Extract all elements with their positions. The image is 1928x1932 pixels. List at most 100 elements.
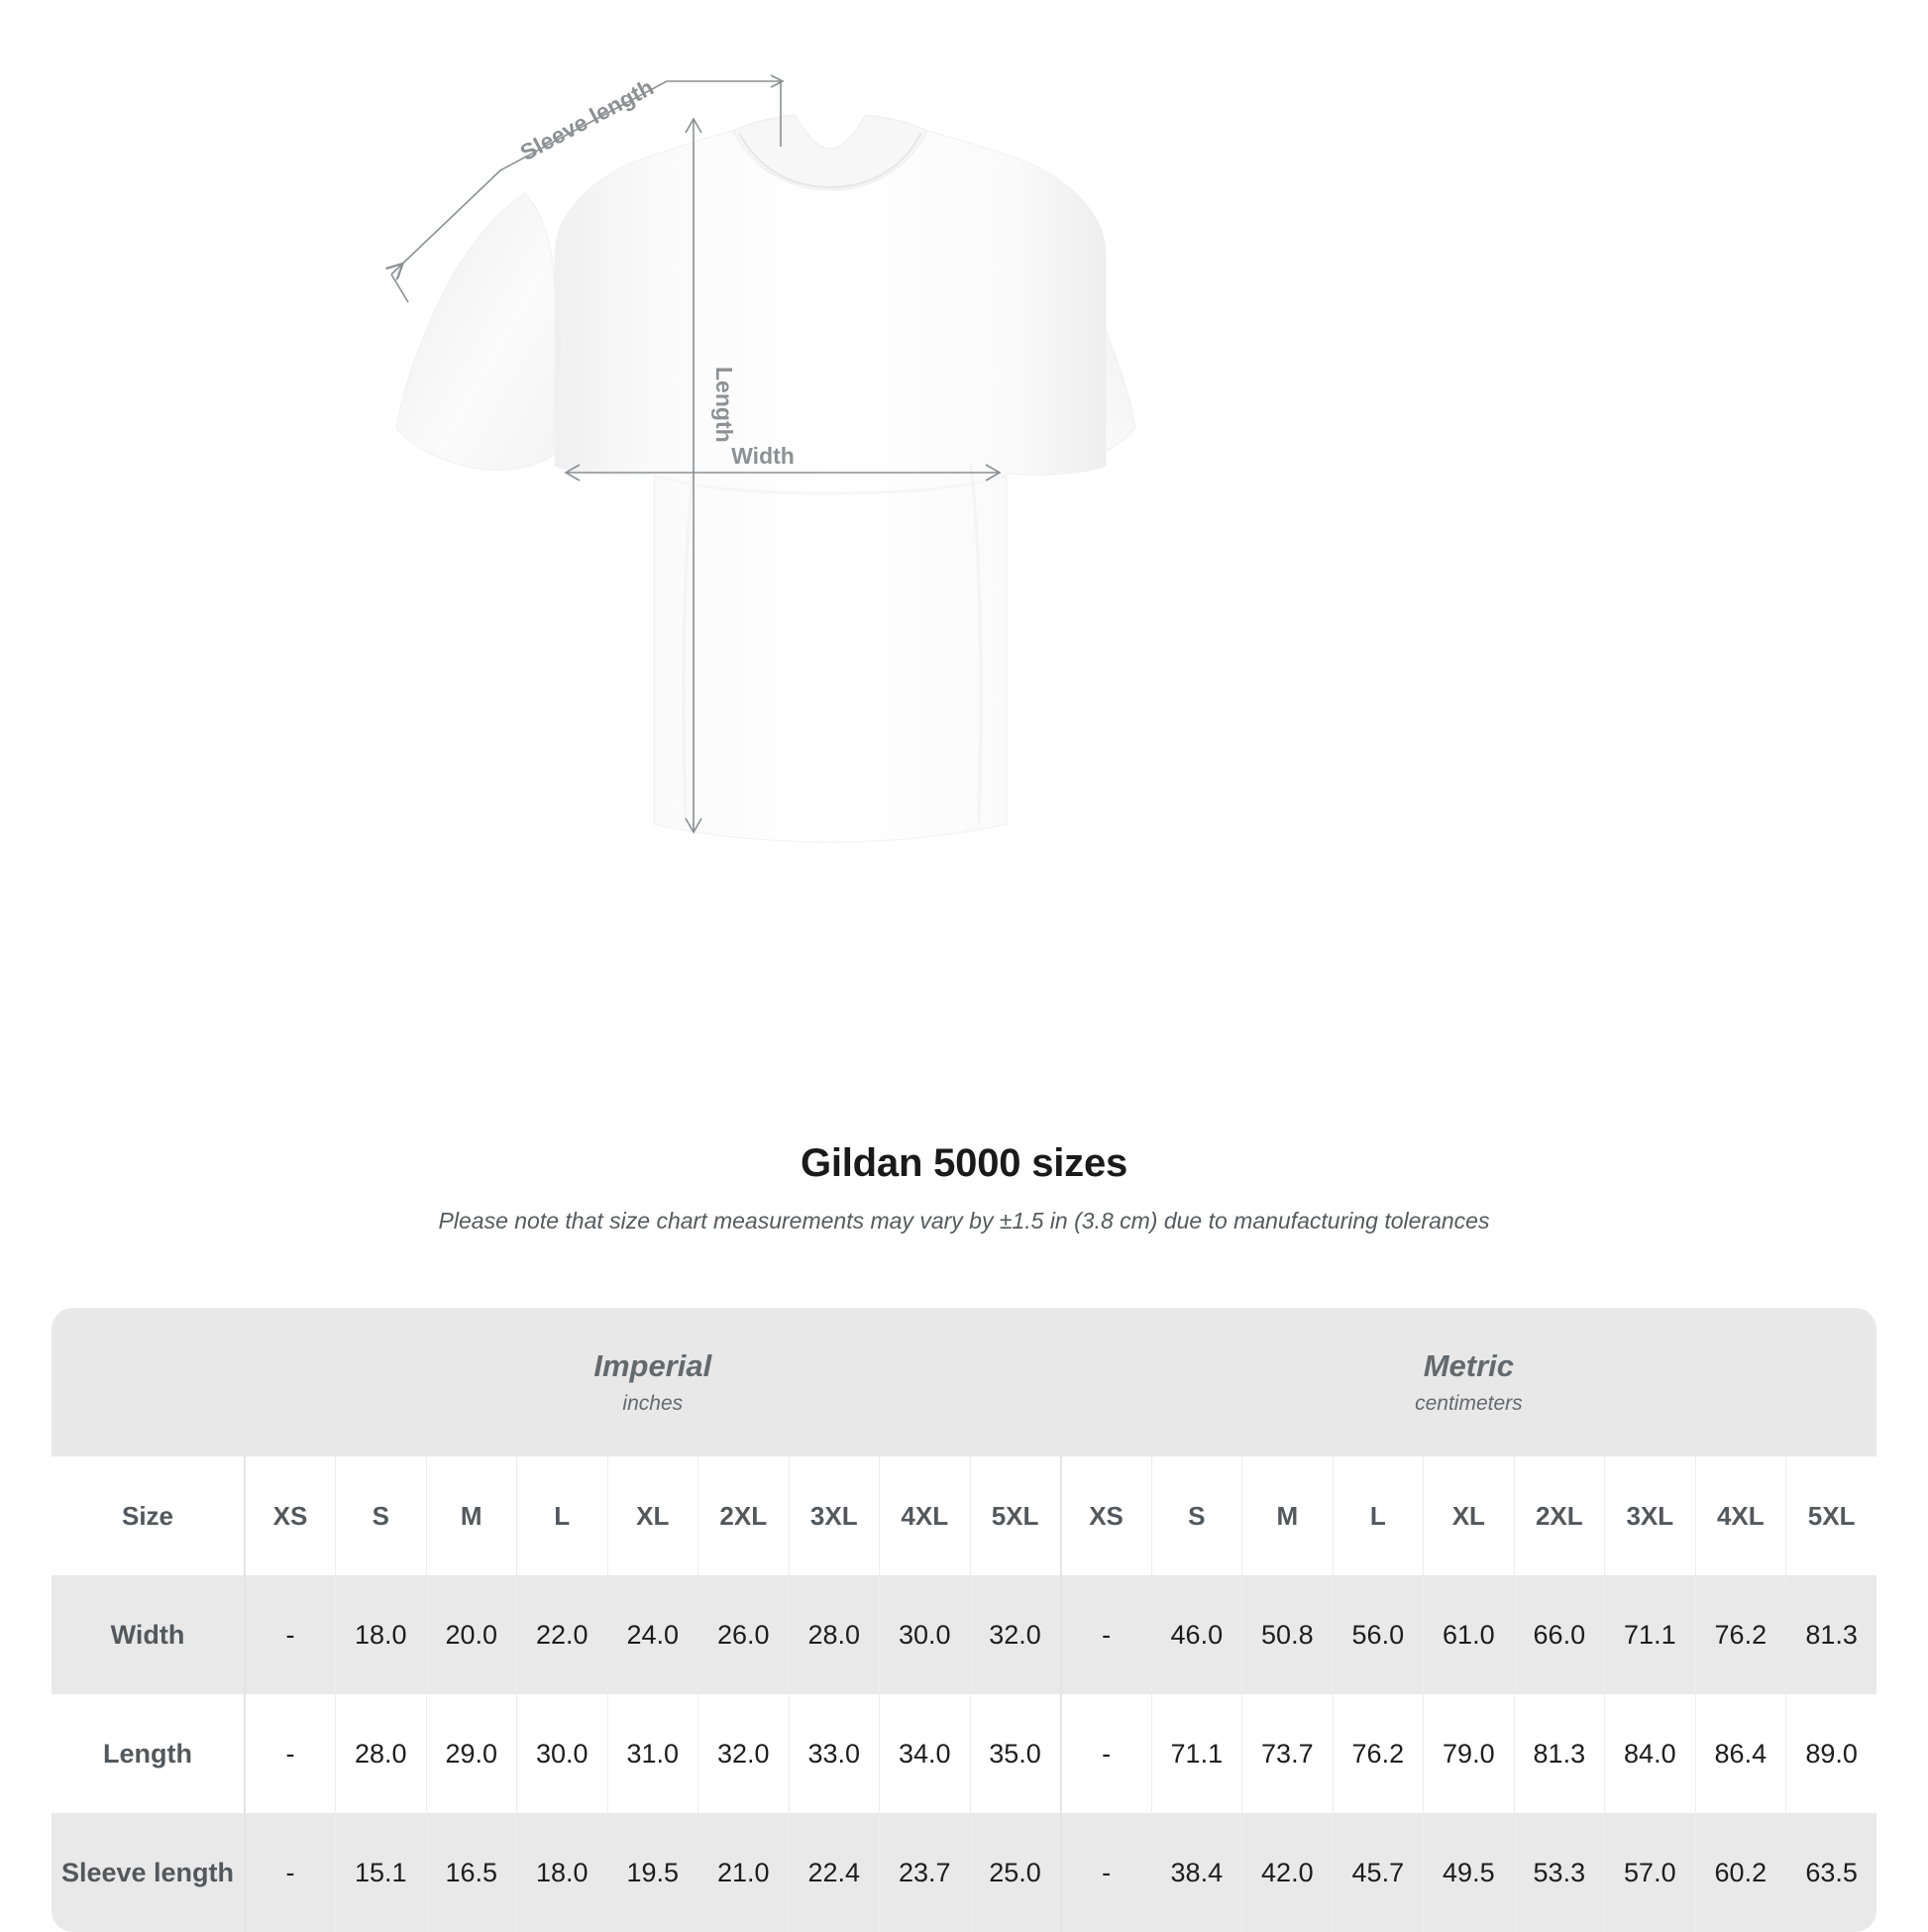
table-row-sleeve-length: Sleeve length - 15.1 16.5 18.0 19.5 21.0… — [52, 1813, 1876, 1932]
cell-sleeve-metric-4xl: 60.2 — [1694, 1813, 1786, 1932]
cell-sleeve-metric-2xl: 53.3 — [1513, 1813, 1605, 1932]
cell-width-imperial-xl: 24.0 — [606, 1575, 698, 1694]
chart-heading-block: Gildan 5000 sizes Please note that size … — [0, 1141, 1928, 1235]
cell-sleeve-imperial-m: 16.5 — [425, 1813, 517, 1932]
cell-length-imperial-2xl: 32.0 — [697, 1694, 789, 1813]
width-arrowhead-right — [985, 464, 1002, 482]
cell-width-imperial-2xl: 26.0 — [697, 1575, 789, 1694]
size-header-imperial-2xl: 2XL — [697, 1456, 789, 1575]
cell-sleeve-metric-m: 42.0 — [1241, 1813, 1334, 1932]
cell-width-imperial-5xl: 32.0 — [969, 1575, 1061, 1694]
cell-length-imperial-s: 28.0 — [335, 1694, 426, 1813]
cell-width-imperial-l: 22.0 — [516, 1575, 607, 1694]
cell-length-metric-xs: - — [1059, 1694, 1152, 1813]
size-table: Imperial inches Metric centimeters Size … — [52, 1308, 1876, 1932]
cell-length-metric-xl: 79.0 — [1423, 1694, 1515, 1813]
measurement-guides — [390, 74, 1002, 834]
unit-sub-metric: centimeters — [1415, 1391, 1523, 1415]
size-header-imperial-xs: XS — [244, 1456, 336, 1575]
width-label: Width — [731, 443, 795, 469]
tolerance-note: Please note that size chart measurements… — [438, 1208, 1490, 1234]
cell-width-imperial-m: 20.0 — [425, 1575, 517, 1694]
cell-length-metric-l: 76.2 — [1332, 1694, 1424, 1813]
size-header-metric-xl: XL — [1423, 1456, 1515, 1575]
table-row-width: Width - 18.0 20.0 22.0 24.0 26.0 28.0 30… — [52, 1575, 1876, 1694]
size-header-row: Size XS S M L XL 2XL 3XL 4XL 5XL XS S M … — [52, 1456, 1876, 1575]
cell-width-imperial-4xl: 30.0 — [879, 1575, 970, 1694]
cell-sleeve-metric-xs: - — [1059, 1813, 1152, 1932]
cell-width-metric-4xl: 76.2 — [1694, 1575, 1786, 1694]
length-arrowhead-bottom — [685, 817, 702, 834]
unit-header-spacer — [52, 1308, 245, 1456]
row-label-sleeve-length: Sleeve length — [52, 1813, 245, 1932]
size-header-imperial-5xl: 5XL — [969, 1456, 1061, 1575]
cell-length-metric-m: 73.7 — [1241, 1694, 1334, 1813]
cell-width-metric-3xl: 71.1 — [1604, 1575, 1696, 1694]
cell-sleeve-metric-l: 45.7 — [1332, 1813, 1424, 1932]
unit-header-imperial: Imperial inches — [245, 1308, 1061, 1456]
cell-length-imperial-xs: - — [244, 1694, 336, 1813]
cell-sleeve-imperial-2xl: 21.0 — [697, 1813, 789, 1932]
cell-width-imperial-s: 18.0 — [335, 1575, 426, 1694]
sleeve-length-label: Sleeve length — [516, 74, 658, 166]
cell-width-metric-xs: - — [1059, 1575, 1152, 1694]
cell-sleeve-imperial-xl: 19.5 — [606, 1813, 698, 1932]
cell-sleeve-metric-xl: 49.5 — [1423, 1813, 1515, 1932]
cell-sleeve-imperial-4xl: 23.7 — [879, 1813, 970, 1932]
cell-sleeve-imperial-5xl: 25.0 — [969, 1813, 1061, 1932]
cell-sleeve-imperial-s: 15.1 — [335, 1813, 426, 1932]
size-header-metric-s: S — [1150, 1456, 1242, 1575]
size-header-imperial-s: S — [335, 1456, 426, 1575]
size-header-label: Size — [52, 1456, 245, 1575]
cell-sleeve-imperial-l: 18.0 — [516, 1813, 607, 1932]
cell-length-imperial-3xl: 33.0 — [788, 1694, 880, 1813]
cell-length-metric-s: 71.1 — [1150, 1694, 1242, 1813]
length-label: Length — [711, 367, 737, 443]
cell-sleeve-metric-5xl: 63.5 — [1785, 1813, 1876, 1932]
size-header-imperial-xl: XL — [606, 1456, 698, 1575]
cell-length-metric-4xl: 86.4 — [1694, 1694, 1786, 1813]
unit-sub-imperial: inches — [622, 1391, 684, 1415]
cell-length-imperial-l: 30.0 — [516, 1694, 607, 1813]
sleeve-guide-line — [391, 80, 781, 274]
size-header-metric-4xl: 4XL — [1694, 1456, 1786, 1575]
size-header-metric-5xl: 5XL — [1785, 1456, 1876, 1575]
size-header-imperial-m: M — [425, 1456, 517, 1575]
cell-width-metric-m: 50.8 — [1241, 1575, 1334, 1694]
tshirt-illustration: Sleeve length Length Width — [0, 0, 1928, 892]
size-header-metric-xs: XS — [1059, 1456, 1152, 1575]
size-table-container: Imperial inches Metric centimeters Size … — [52, 1308, 1876, 1932]
unit-name-imperial: Imperial — [593, 1348, 712, 1384]
size-header-imperial-3xl: 3XL — [788, 1456, 880, 1575]
table-row-length: Length - 28.0 29.0 30.0 31.0 32.0 33.0 3… — [52, 1694, 1876, 1813]
length-arrowhead-top — [685, 117, 702, 134]
cell-width-metric-5xl: 81.3 — [1785, 1575, 1876, 1694]
cell-sleeve-imperial-xs: - — [244, 1813, 336, 1932]
cell-sleeve-metric-s: 38.4 — [1150, 1813, 1242, 1932]
cell-sleeve-metric-3xl: 57.0 — [1604, 1813, 1696, 1932]
size-header-imperial-l: L — [516, 1456, 607, 1575]
cell-width-imperial-3xl: 28.0 — [788, 1575, 880, 1694]
unit-header-metric: Metric centimeters — [1060, 1308, 1876, 1456]
cell-length-metric-3xl: 84.0 — [1604, 1694, 1696, 1813]
cell-width-metric-2xl: 66.0 — [1513, 1575, 1605, 1694]
row-label-width: Width — [52, 1575, 245, 1694]
sleeve-arrowhead-right — [770, 74, 785, 88]
size-header-metric-l: L — [1332, 1456, 1424, 1575]
size-header-metric-3xl: 3XL — [1604, 1456, 1696, 1575]
sleeve-tick-bottom — [390, 273, 409, 303]
cell-length-metric-5xl: 89.0 — [1785, 1694, 1876, 1813]
cell-length-metric-2xl: 81.3 — [1513, 1694, 1605, 1813]
size-header-metric-2xl: 2XL — [1513, 1456, 1605, 1575]
cell-length-imperial-xl: 31.0 — [606, 1694, 698, 1813]
cell-width-metric-l: 56.0 — [1332, 1575, 1424, 1694]
tshirt-shape — [395, 114, 1136, 843]
row-label-length: Length — [52, 1694, 245, 1813]
cell-width-imperial-xs: - — [244, 1575, 336, 1694]
cell-width-metric-xl: 61.0 — [1423, 1575, 1515, 1694]
cell-length-imperial-m: 29.0 — [425, 1694, 517, 1813]
unit-name-metric: Metric — [1423, 1348, 1515, 1384]
cell-width-metric-s: 46.0 — [1150, 1575, 1242, 1694]
cell-length-imperial-5xl: 35.0 — [969, 1694, 1061, 1813]
